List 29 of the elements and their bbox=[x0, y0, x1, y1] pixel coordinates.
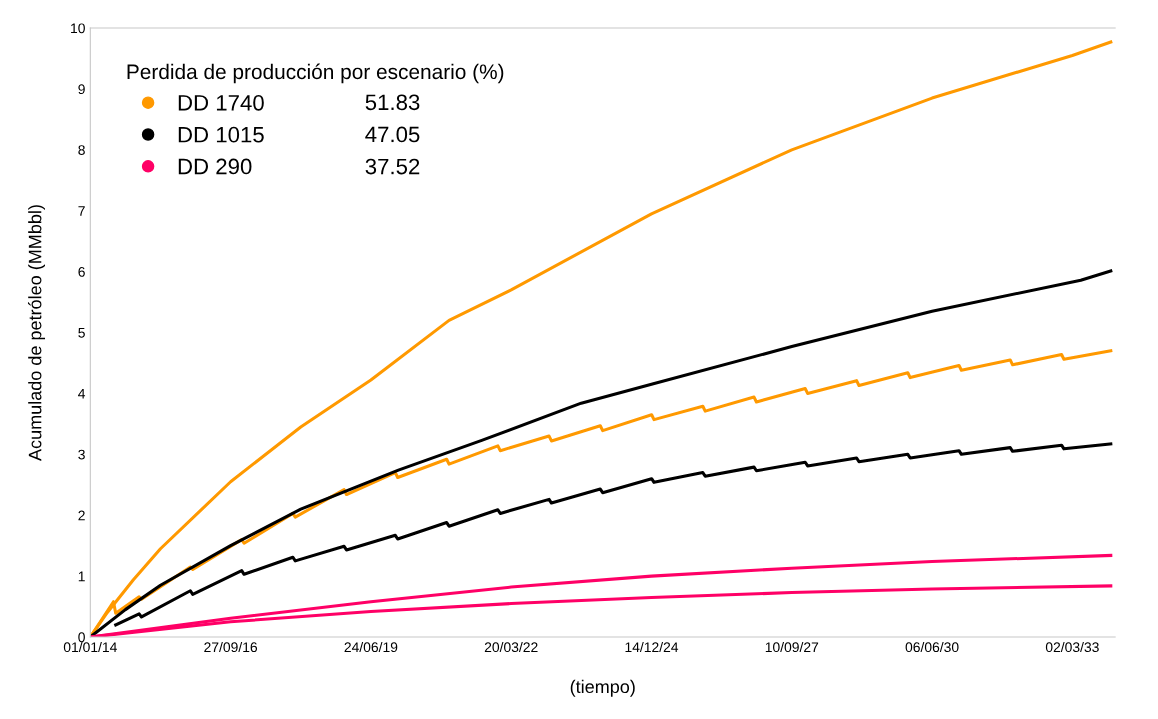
y-tick-label: 0 bbox=[78, 632, 85, 643]
x-tick-label: 14/12/24 bbox=[625, 641, 679, 653]
y-tick-label: 2 bbox=[78, 510, 85, 521]
x-tick-label: 01/01/14 bbox=[63, 641, 117, 653]
y-tick-label: 6 bbox=[78, 266, 85, 277]
x-tick-label: 02/03/33 bbox=[1045, 641, 1099, 653]
legend-title: Perdida de producción por escenario (%) bbox=[127, 63, 504, 84]
x-axis-title: (tiempo) bbox=[570, 679, 635, 697]
y-tick-label: 4 bbox=[78, 388, 86, 399]
y-tick-label: 9 bbox=[78, 84, 85, 95]
x-tick-label: 10/09/27 bbox=[765, 641, 819, 653]
x-tick-label: 06/06/30 bbox=[905, 641, 959, 653]
annotation: 47.05 bbox=[365, 126, 420, 143]
legend-label: DD 1015 bbox=[178, 126, 264, 143]
y-tick-label: 1 bbox=[78, 571, 85, 582]
line-series bbox=[114, 442, 1113, 627]
y-tick-label: 3 bbox=[78, 449, 85, 460]
annotation: 51.83 bbox=[365, 94, 420, 111]
x-tick-label: 27/09/16 bbox=[204, 641, 258, 653]
x-tick-label: 20/03/22 bbox=[484, 641, 538, 653]
x-tick-label: 24/06/19 bbox=[344, 641, 398, 653]
y-tick-label: 5 bbox=[78, 328, 85, 338]
y-axis-title: Acumulado de petróleo (MMbbl) bbox=[27, 205, 46, 461]
annotation: 37.52 bbox=[365, 158, 420, 175]
y-tick-label: 10 bbox=[71, 23, 85, 34]
y-tick-label: 8 bbox=[78, 145, 85, 156]
legend-label: DD 290 bbox=[178, 158, 252, 175]
y-tick-label: 7 bbox=[78, 206, 85, 216]
legend-label: DD 1740 bbox=[178, 94, 264, 111]
